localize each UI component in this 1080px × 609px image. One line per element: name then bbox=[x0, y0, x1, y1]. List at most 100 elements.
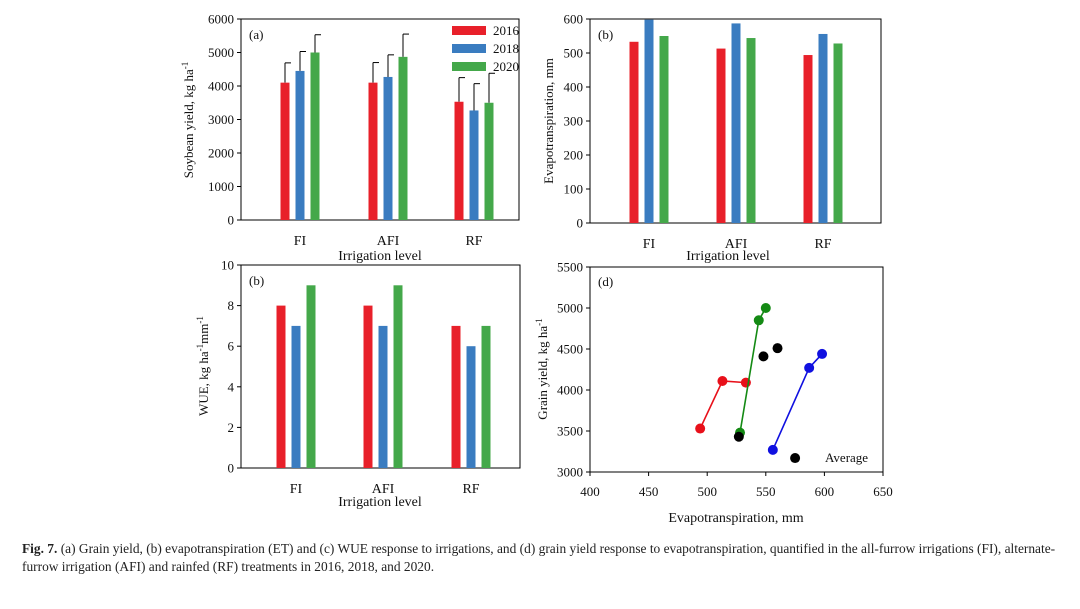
panel-b-bar-rf-2016 bbox=[803, 55, 813, 223]
panel-d-ytick-label: 5500 bbox=[557, 260, 583, 275]
panel-a-ylabel: Soybean yield, kg ha-1 bbox=[180, 62, 196, 179]
panel-b-marks: 0 100 200 300 400 500 600 FI AFI RF bbox=[564, 12, 843, 252]
legend-swatch-2016 bbox=[452, 26, 486, 35]
panel-b-ytick-label: 500 bbox=[564, 46, 584, 61]
panel-c-ytick-label: 8 bbox=[228, 298, 235, 313]
panel-b-ytick-label: 600 bbox=[564, 12, 584, 27]
panel-a-xlabel: Irrigation level bbox=[338, 249, 422, 264]
panel-b-ytick-label: 100 bbox=[564, 182, 584, 197]
panel-c-ytick-label: 2 bbox=[228, 420, 235, 435]
panel-c-bar-fi-2020 bbox=[306, 285, 316, 468]
panel-c-bar-fi-2018 bbox=[291, 325, 301, 468]
panel-a-bar-rf-2020 bbox=[484, 102, 494, 220]
panel-c-bar-rf-2018 bbox=[466, 346, 476, 468]
panel-c-ytick-label: 6 bbox=[228, 339, 235, 354]
panel-c-bar-rf-2020 bbox=[481, 325, 491, 468]
panel-a-category-label: FI bbox=[294, 234, 307, 249]
panel-c-bar-fi-2016 bbox=[276, 305, 286, 468]
panel-b-bar-rf-2018 bbox=[818, 33, 828, 224]
panel-c-bar-afi-2016 bbox=[363, 305, 373, 468]
panel-b-bar-afi-2018 bbox=[731, 23, 741, 224]
panel-a-ytick-label: 1000 bbox=[208, 179, 234, 194]
panel-a-bar-fi-2016 bbox=[280, 82, 290, 221]
panel-d-line-2020 bbox=[739, 307, 767, 433]
panel-d-point-2016 bbox=[695, 423, 706, 434]
panel-a-bar-rf-2016 bbox=[454, 101, 464, 220]
panel-d-line-2016 bbox=[699, 380, 746, 429]
panel-c-ytick-label: 0 bbox=[228, 461, 235, 476]
panel-a-bar-rf-2018 bbox=[469, 110, 479, 220]
panel-c-bar-rf-2016 bbox=[451, 325, 461, 468]
panel-a-ytick-label: 6000 bbox=[208, 12, 234, 27]
legend-label-2018: 2018 bbox=[493, 41, 519, 56]
panel-c-marks: 0 2 4 6 8 10 FI AFI RF bbox=[221, 258, 491, 497]
legend-label-2020: 2020 bbox=[493, 59, 519, 74]
panel-b-ytick-label: 300 bbox=[564, 114, 584, 129]
panel-b-et-chart: 0 100 200 300 400 500 600 FI AFI RF (b) Irrigatio… bbox=[541, 12, 882, 264]
panel-a-bar-afi-2016 bbox=[368, 82, 378, 221]
panel-d-point-2020 bbox=[753, 315, 764, 326]
panel-d-point-2018 bbox=[767, 444, 778, 455]
panel-d-ytick-label: 3000 bbox=[557, 465, 583, 480]
panel-b-bar-fi-2018 bbox=[644, 19, 654, 224]
panel-d-label: (d) bbox=[598, 274, 613, 289]
panel-d-point-average bbox=[772, 343, 783, 354]
panel-b-label: (b) bbox=[598, 27, 613, 42]
panel-a-category-label: AFI bbox=[377, 234, 400, 249]
panel-d-xtick-label: 600 bbox=[815, 484, 835, 499]
panel-b-category-label: AFI bbox=[725, 237, 748, 252]
panel-a-category-label: RF bbox=[465, 234, 482, 249]
panel-c-xlabel: Irrigation level bbox=[338, 495, 422, 510]
figure-caption: Fig. 7. (a) Grain yield, (b) evapotransp… bbox=[22, 540, 1062, 576]
panel-b-category-label: FI bbox=[643, 237, 656, 252]
panel-d-xtick-label: 650 bbox=[873, 484, 893, 499]
panel-d-xtick-label: 400 bbox=[580, 484, 600, 499]
panel-b-bar-afi-2016 bbox=[716, 48, 726, 223]
panel-a-bar-afi-2018 bbox=[383, 76, 393, 220]
panel-c-ytick-label: 4 bbox=[228, 379, 235, 394]
panel-d-ylabel: Grain yield, kg ha-1 bbox=[534, 318, 550, 419]
panel-a-yield-chart: 0 1000 2000 3000 4000 5000 6000 FI AFI RF (a) 201… bbox=[180, 12, 520, 264]
panel-d-ytick-label: 3500 bbox=[557, 424, 583, 439]
panel-a-ytick-label: 2000 bbox=[208, 146, 234, 161]
panel-d-point-2018 bbox=[804, 362, 815, 373]
panel-d-xtick-label: 500 bbox=[697, 484, 717, 499]
panel-d-point-average bbox=[733, 431, 744, 442]
panel-a-label: (a) bbox=[249, 27, 263, 42]
panel-d-point-2020 bbox=[760, 303, 771, 313]
panel-b-ytick-label: 200 bbox=[564, 148, 584, 163]
legend-label-2016: 2016 bbox=[493, 23, 520, 38]
panel-b-bar-fi-2016 bbox=[629, 41, 639, 223]
panel-d-annotation: Average bbox=[825, 450, 868, 465]
panel-d-line-2018 bbox=[772, 353, 823, 451]
caption-text: (a) Grain yield, (b) evapotranspiration … bbox=[22, 541, 1056, 574]
panel-a-ytick-label: 4000 bbox=[208, 79, 234, 94]
panel-c-ylabel: WUE, kg ha-1mm-1 bbox=[195, 316, 211, 416]
panel-d-xtick-label: 550 bbox=[756, 484, 776, 499]
panel-a-bar-afi-2020 bbox=[398, 56, 408, 221]
panel-d-point-average bbox=[758, 351, 769, 362]
panel-a-bar-fi-2018 bbox=[295, 70, 305, 220]
panel-c-wue-chart: 0 2 4 6 8 10 FI AFI RF (b) Irrigation level WUE,… bbox=[195, 258, 521, 510]
panel-b-xlabel: Irrigation level bbox=[686, 249, 770, 264]
panel-d-ytick-label: 5000 bbox=[557, 301, 583, 316]
panel-c-category-label: RF bbox=[462, 482, 479, 497]
panel-b-bar-rf-2020 bbox=[833, 43, 843, 224]
panel-d-marks: 3000 3500 4000 4500 5000 5500 400 450 500 550 600 6… bbox=[557, 260, 893, 500]
panel-b-ytick-label: 0 bbox=[577, 216, 584, 231]
panel-c-label: (b) bbox=[249, 273, 264, 288]
panel-d-point-2016 bbox=[717, 375, 728, 386]
panel-d-xtick-label: 450 bbox=[639, 484, 659, 499]
panel-a-ytick-label: 0 bbox=[228, 213, 235, 228]
panel-c-bar-afi-2018 bbox=[378, 325, 388, 468]
panel-b-bar-afi-2020 bbox=[746, 38, 756, 223]
legend-swatch-2020 bbox=[452, 62, 486, 71]
panel-d-point-2018 bbox=[817, 348, 828, 359]
legend-swatch-2018 bbox=[452, 44, 486, 53]
panel-d-xlabel: Evapotranspiration, mm bbox=[668, 511, 803, 526]
panel-d-point-average bbox=[790, 453, 801, 464]
panel-c-category-label: FI bbox=[290, 482, 303, 497]
panel-d-ytick-label: 4000 bbox=[557, 383, 583, 398]
legend: 2016 2018 2020 bbox=[452, 23, 520, 74]
